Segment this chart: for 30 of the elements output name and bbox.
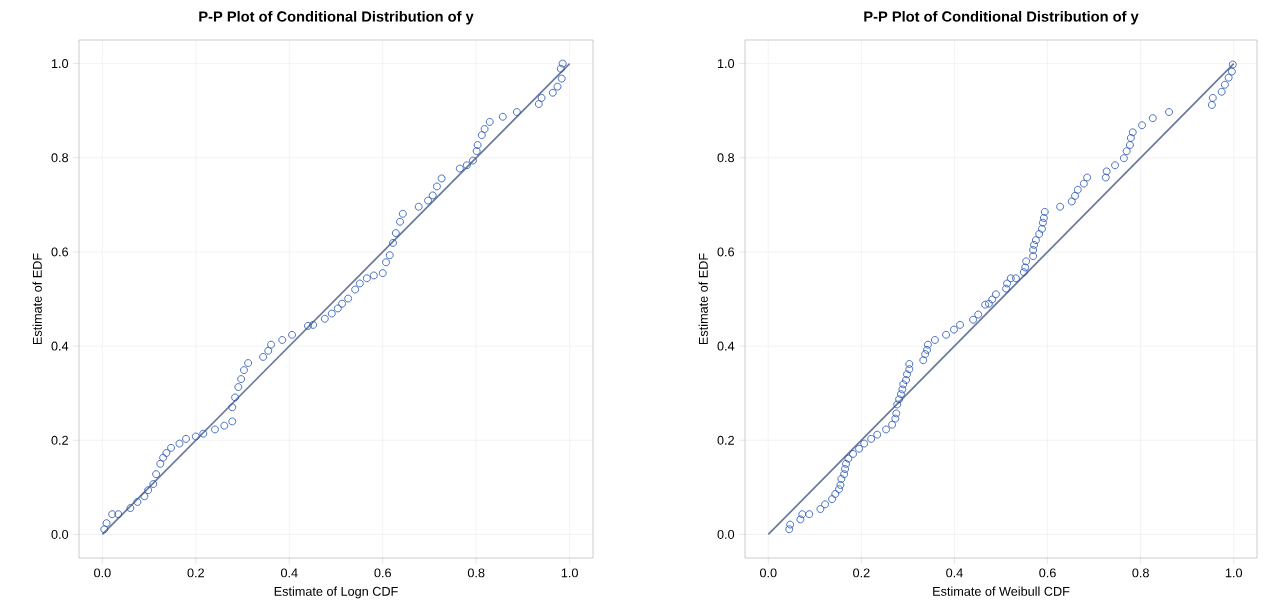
- x-axis-title: Estimate of Weibull CDF: [933, 586, 1070, 596]
- y-tick-label: 0.2: [51, 435, 68, 445]
- x-tick-label: 0.4: [280, 568, 298, 578]
- x-tick-label: 0.8: [1132, 568, 1149, 578]
- x-axis-title: Estimate of Logn CDF: [274, 586, 398, 599]
- x-tick-label: 0.0: [94, 568, 111, 578]
- y-tick-label: 0.2: [717, 435, 734, 445]
- y-axis-title: Estimate of EDF: [698, 253, 708, 345]
- y-axis-title: Estimate of EDF: [32, 253, 42, 345]
- y-tick-label: 0.8: [717, 153, 735, 163]
- x-tick-label: 0.0: [759, 568, 777, 578]
- y-tick-label: 0.8: [51, 153, 69, 163]
- y-tick-label: 1.0: [717, 59, 735, 69]
- chart-title: P-P Plot of Conditional Distribution of y: [199, 10, 474, 25]
- chart-title: P-P Plot of Conditional Distribution of y: [864, 10, 1139, 25]
- x-tick-label: 0.4: [946, 568, 963, 578]
- x-tick-label: 1.0: [1225, 568, 1243, 578]
- x-tick-label: 0.2: [853, 568, 870, 578]
- y-tick-label: 0.4: [717, 341, 735, 351]
- x-tick-label: 0.8: [467, 568, 485, 578]
- x-tick-label: 0.2: [187, 568, 204, 578]
- y-tick-label: 0.0: [717, 529, 735, 539]
- y-tick-label: 0.4: [51, 341, 69, 351]
- x-tick-label: 0.6: [1039, 568, 1056, 578]
- y-tick-label: 0.6: [717, 247, 735, 257]
- y-tick-label: 0.6: [51, 247, 69, 257]
- y-tick-label: 0.0: [51, 529, 69, 539]
- y-tick-label: 1.0: [51, 59, 69, 69]
- x-tick-label: 1.0: [561, 568, 578, 578]
- x-tick-label: 0.6: [374, 568, 391, 578]
